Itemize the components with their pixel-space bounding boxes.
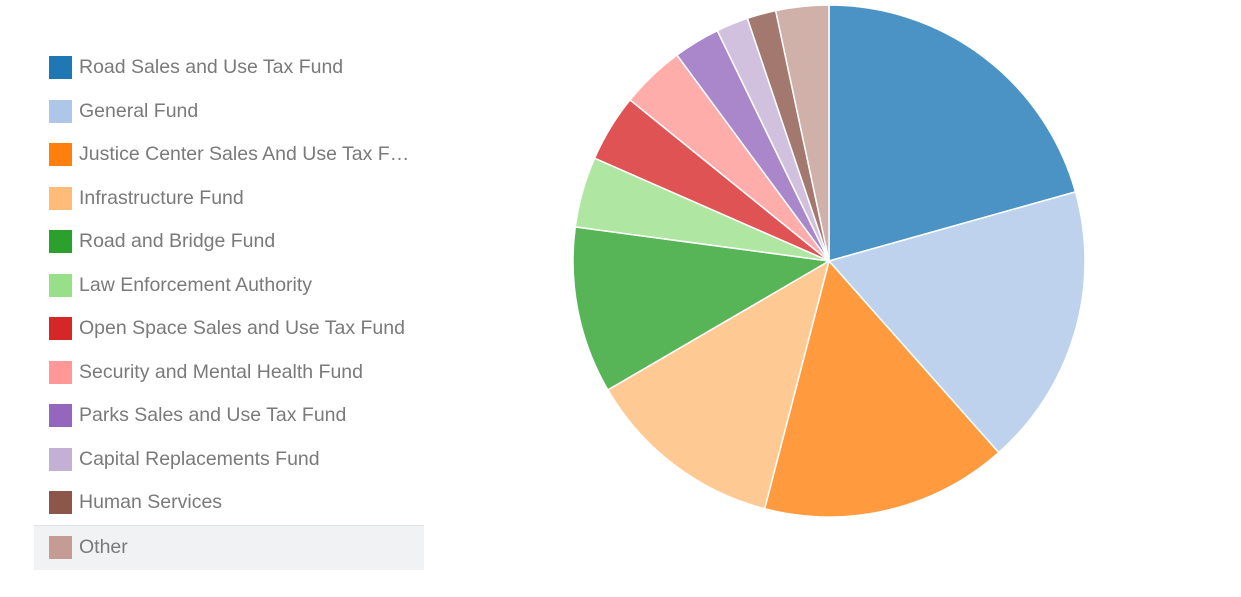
legend-label: Parks Sales and Use Tax Fund: [79, 404, 347, 427]
legend-item[interactable]: Road and Bridge Fund: [34, 220, 424, 264]
legend-swatch: [49, 447, 72, 471]
pie-slice[interactable]: [828, 4, 1077, 262]
legend-label: Road Sales and Use Tax Fund: [79, 56, 344, 79]
legend-swatch: [49, 99, 72, 123]
legend-swatch: [49, 491, 72, 515]
legend-label: Law Enforcement Authority: [79, 273, 313, 296]
legend-swatch: [49, 56, 72, 80]
pie-slice[interactable]: [763, 259, 1000, 518]
legend-swatch: [49, 536, 72, 559]
legend-label: Other: [79, 536, 128, 558]
legend-label: Open Space Sales and Use Tax Fund: [79, 317, 405, 340]
legend-item[interactable]: Capital Replacements Fund: [34, 438, 424, 482]
legend-item[interactable]: Parks Sales and Use Tax Fund: [34, 394, 424, 438]
legend-swatch: [49, 404, 72, 428]
legend-label: Human Services: [79, 491, 223, 514]
pie-chart: [570, 2, 1088, 520]
legend-swatch: [49, 143, 72, 167]
legend-item[interactable]: Security and Mental Health Fund: [34, 351, 424, 395]
chart-legend: Road Sales and Use Tax Fund General Fund J…: [34, 46, 424, 570]
legend-swatch: [49, 360, 72, 384]
pie-chart-svg: [572, 4, 1086, 518]
legend-label: Infrastructure Fund: [79, 186, 244, 209]
legend-item[interactable]: Justice Center Sales And Use Tax Fund: [34, 133, 424, 177]
legend-label: Security and Mental Health Fund: [79, 360, 363, 383]
legend-item[interactable]: Infrastructure Fund: [34, 177, 424, 221]
legend-swatch: [49, 186, 72, 210]
legend-label: General Fund: [79, 99, 199, 122]
legend-item[interactable]: General Fund: [34, 90, 424, 134]
legend-swatch: [49, 230, 72, 254]
legend-swatch: [49, 273, 72, 297]
legend-item[interactable]: Road Sales and Use Tax Fund: [34, 46, 424, 90]
legend-item[interactable]: Law Enforcement Authority: [34, 264, 424, 308]
legend-item[interactable]: Human Services: [34, 481, 424, 525]
legend-swatch: [49, 317, 72, 341]
legend-label: Justice Center Sales And Use Tax Fund: [79, 143, 419, 166]
pie-slice[interactable]: [572, 226, 832, 391]
pie-slice[interactable]: [827, 190, 1086, 454]
legend-label: Road and Bridge Fund: [79, 230, 276, 253]
legend-label: Capital Replacements Fund: [79, 447, 320, 470]
pie-slice[interactable]: [774, 4, 830, 262]
pie-slice[interactable]: [606, 259, 831, 510]
legend-item[interactable]: Other: [34, 524, 424, 570]
legend-item[interactable]: Open Space Sales and Use Tax Fund: [34, 307, 424, 351]
